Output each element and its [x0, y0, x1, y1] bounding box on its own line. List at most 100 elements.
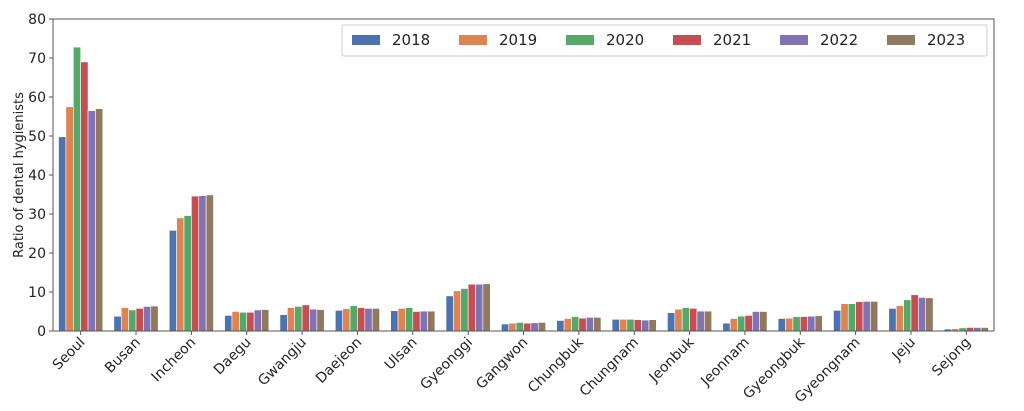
x-tick-label: Incheon — [149, 335, 200, 386]
y-tick-label: 80 — [28, 12, 46, 28]
bar-busan-2019 — [120, 307, 129, 332]
bar-jeju-2019 — [895, 305, 904, 332]
bar-jeonbuk-2022 — [696, 310, 705, 332]
bar-daejeon-2020 — [349, 305, 358, 332]
x-tick-label: Chungnam — [577, 335, 642, 400]
y-axis: 0 10 20 30 40 50 60 70 80 — [28, 12, 53, 340]
bar-jeonbuk-2023 — [704, 310, 712, 332]
x-tick-label: Daejeon — [313, 335, 365, 387]
bar-chungbuk-2023 — [593, 317, 602, 332]
bar-gyeongnam-2019 — [840, 303, 849, 332]
y-tick-label: 20 — [28, 246, 46, 262]
bar-gyeonggi-2020 — [460, 288, 469, 332]
bar-daegu-2018 — [224, 315, 233, 332]
bar-gyeongnam-2021 — [855, 301, 864, 332]
legend-label-2022: 2022 — [820, 31, 858, 49]
bar-gwangju-2018 — [279, 314, 288, 332]
bar-jeju-2018 — [888, 308, 897, 332]
legend-swatch-2023 — [887, 35, 915, 45]
bar-sejong-2022 — [973, 327, 982, 332]
x-tick-label: Daegu — [211, 335, 255, 379]
bar-gyeonggi-2021 — [467, 283, 476, 332]
bar-group — [58, 46, 989, 332]
bar-daejeon-2018 — [334, 310, 343, 332]
bar-incheon-2018 — [168, 230, 177, 332]
legend: 2018 2019 2020 2021 2022 2023 — [341, 24, 988, 57]
bar-gyeongbuk-2019 — [785, 317, 794, 332]
bar-gyeongbuk-2021 — [799, 316, 808, 332]
bar-chungbuk-2019 — [563, 318, 572, 332]
bar-gwangju-2019 — [287, 307, 296, 332]
y-tick-label: 40 — [28, 168, 46, 184]
bar-ulsan-2021 — [412, 311, 421, 332]
bar-chungnam-2020 — [626, 318, 635, 332]
bar-gyeonggi-2019 — [453, 290, 462, 332]
x-tick-label: Sejong — [929, 335, 974, 380]
bar-daegu-2021 — [246, 311, 255, 332]
bar-jeonbuk-2019 — [674, 308, 683, 332]
bar-gangwon-2020 — [515, 322, 524, 332]
legend-label-2021: 2021 — [713, 31, 751, 49]
bar-incheon-2022 — [198, 195, 207, 332]
bar-busan-2022 — [143, 306, 152, 332]
bar-seoul-2023 — [95, 108, 104, 332]
legend-swatch-2022 — [780, 35, 808, 45]
bar-jeonnam-2021 — [744, 315, 753, 332]
x-tick-label: Jeju — [889, 335, 919, 365]
y-tick-label: 0 — [37, 324, 46, 340]
bar-jeonnam-2019 — [729, 318, 738, 332]
bar-gyeongnam-2020 — [847, 303, 856, 332]
y-tick-label: 10 — [28, 285, 46, 301]
bar-incheon-2023 — [205, 194, 214, 332]
bar-daejeon-2021 — [357, 307, 366, 332]
bar-jeonnam-2022 — [751, 311, 760, 332]
bar-ulsan-2022 — [419, 310, 428, 332]
bar-daegu-2019 — [231, 311, 240, 332]
bar-gangwon-2023 — [537, 322, 546, 332]
bar-gangwon-2021 — [523, 322, 532, 332]
x-axis: Seoul Busan Incheon Daegu Gwangju Daejeon Ulsa… — [50, 331, 974, 406]
bar-seoul-2021 — [80, 61, 89, 332]
bar-ulsan-2023 — [427, 310, 436, 332]
bar-incheon-2019 — [176, 217, 185, 332]
bar-daejeon-2022 — [364, 308, 373, 332]
y-axis-label: Ratio of dental hygienists — [12, 92, 27, 258]
bar-jeonnam-2023 — [759, 311, 768, 332]
x-tick-label: Gangwon — [473, 335, 531, 393]
bar-gwangju-2021 — [301, 304, 310, 332]
bar-chungnam-2022 — [641, 319, 650, 332]
x-tick-label: Gwangju — [255, 335, 310, 390]
bar-busan-2021 — [135, 308, 144, 332]
bar-daegu-2022 — [253, 309, 262, 332]
bar-gyeonggi-2023 — [482, 283, 491, 332]
bar-incheon-2020 — [183, 215, 192, 332]
bar-gyeongbuk-2018 — [777, 318, 786, 332]
bar-ulsan-2019 — [397, 308, 406, 332]
bar-chungbuk-2021 — [578, 317, 587, 332]
bar-gyeongnam-2018 — [833, 310, 842, 332]
bar-busan-2018 — [113, 315, 122, 332]
bar-sejong-2023 — [980, 327, 989, 332]
y-tick-label: 50 — [28, 129, 46, 145]
bar-gyeongbuk-2022 — [807, 315, 816, 332]
bar-gwangju-2020 — [294, 306, 303, 332]
bar-jeju-2022 — [918, 297, 927, 332]
bar-sejong-2021 — [966, 327, 975, 332]
legend-swatch-2018 — [352, 35, 380, 45]
bar-gyeonggi-2022 — [475, 283, 484, 332]
bar-daegu-2020 — [239, 311, 248, 332]
bar-jeonbuk-2020 — [681, 307, 690, 332]
bar-gyeongbuk-2023 — [814, 315, 823, 332]
plot-frame — [52, 18, 995, 332]
bar-jeonbuk-2021 — [689, 308, 698, 332]
x-tick-label: Jeonbuk — [646, 334, 698, 386]
bar-daejeon-2023 — [371, 308, 380, 332]
bar-ulsan-2020 — [405, 307, 414, 332]
bar-gangwon-2019 — [508, 322, 517, 332]
bar-chungnam-2018 — [611, 318, 620, 332]
bar-jeonnam-2018 — [722, 322, 731, 332]
x-tick-label: Gyeonggi — [417, 335, 476, 394]
y-tick-label: 70 — [28, 51, 46, 67]
x-tick-label: Seoul — [50, 335, 89, 374]
bar-jeju-2023 — [925, 297, 934, 332]
